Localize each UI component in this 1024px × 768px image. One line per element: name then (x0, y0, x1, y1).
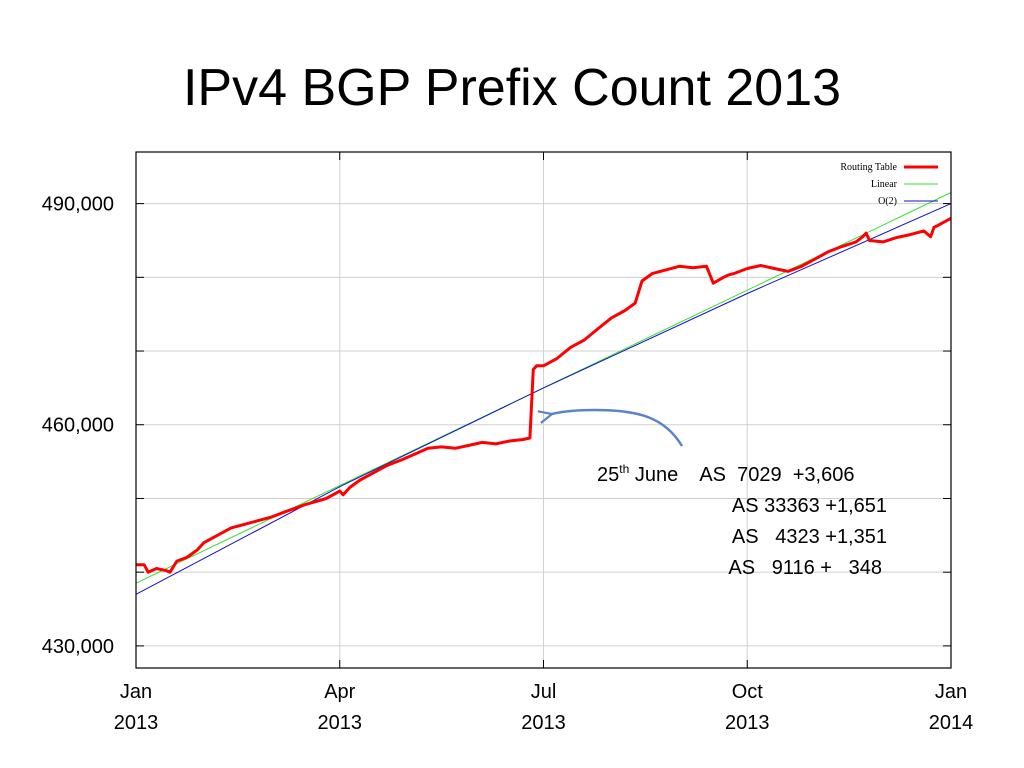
x-tick-label-month: Oct (732, 681, 764, 703)
legend: Routing Table Linear O(2) (840, 162, 938, 207)
x-axis-labels: Jan 2013 Apr 2013 Jul 2013 Oct 2013 Jan 2014 (114, 681, 974, 734)
y-tick-label: 430,000 (42, 636, 114, 658)
x-tick-label-month: Jan (120, 681, 152, 703)
x-tick-label-year: 2013 (114, 712, 159, 734)
legend-label: O(2) (878, 196, 897, 207)
annotation-line: 25th June AS 7029 +3,606 (597, 462, 854, 486)
x-tick-label-month: Jan (935, 681, 967, 703)
slide-title: IPv4 BGP Prefix Count 2013 (182, 59, 842, 117)
series-line-routing-table (136, 216, 952, 574)
annotation-line: AS 4323 +1,351 (732, 526, 887, 548)
x-tick-label-month: Jul (531, 681, 557, 703)
annotation-arrow (552, 408, 684, 447)
series-line-o-2 (135, 203, 952, 595)
grid-lines (136, 152, 951, 668)
x-tick-label-year: 2013 (521, 712, 566, 734)
tick-marks (135, 152, 952, 668)
x-tick-label-year: 2013 (318, 712, 363, 734)
annotation-line: AS 9116 + 348 (728, 557, 882, 579)
legend-label: Routing Table (840, 162, 897, 173)
annotation: 25th June AS 7029 +3,606 AS 33363 +1,651 A… (552, 408, 887, 579)
x-tick-label-year: 2013 (725, 712, 770, 734)
series-layer (135, 192, 952, 595)
x-tick-label-month: Apr (324, 681, 355, 703)
y-tick-label: 460,000 (42, 415, 114, 437)
legend-label: Linear (871, 179, 898, 190)
y-tick-label: 490,000 (42, 194, 114, 216)
y-axis-labels: 430,000 460,000 490,000 (42, 194, 114, 658)
annotation-line: AS 33363 +1,651 (732, 495, 887, 517)
x-tick-label-year: 2014 (929, 712, 974, 734)
